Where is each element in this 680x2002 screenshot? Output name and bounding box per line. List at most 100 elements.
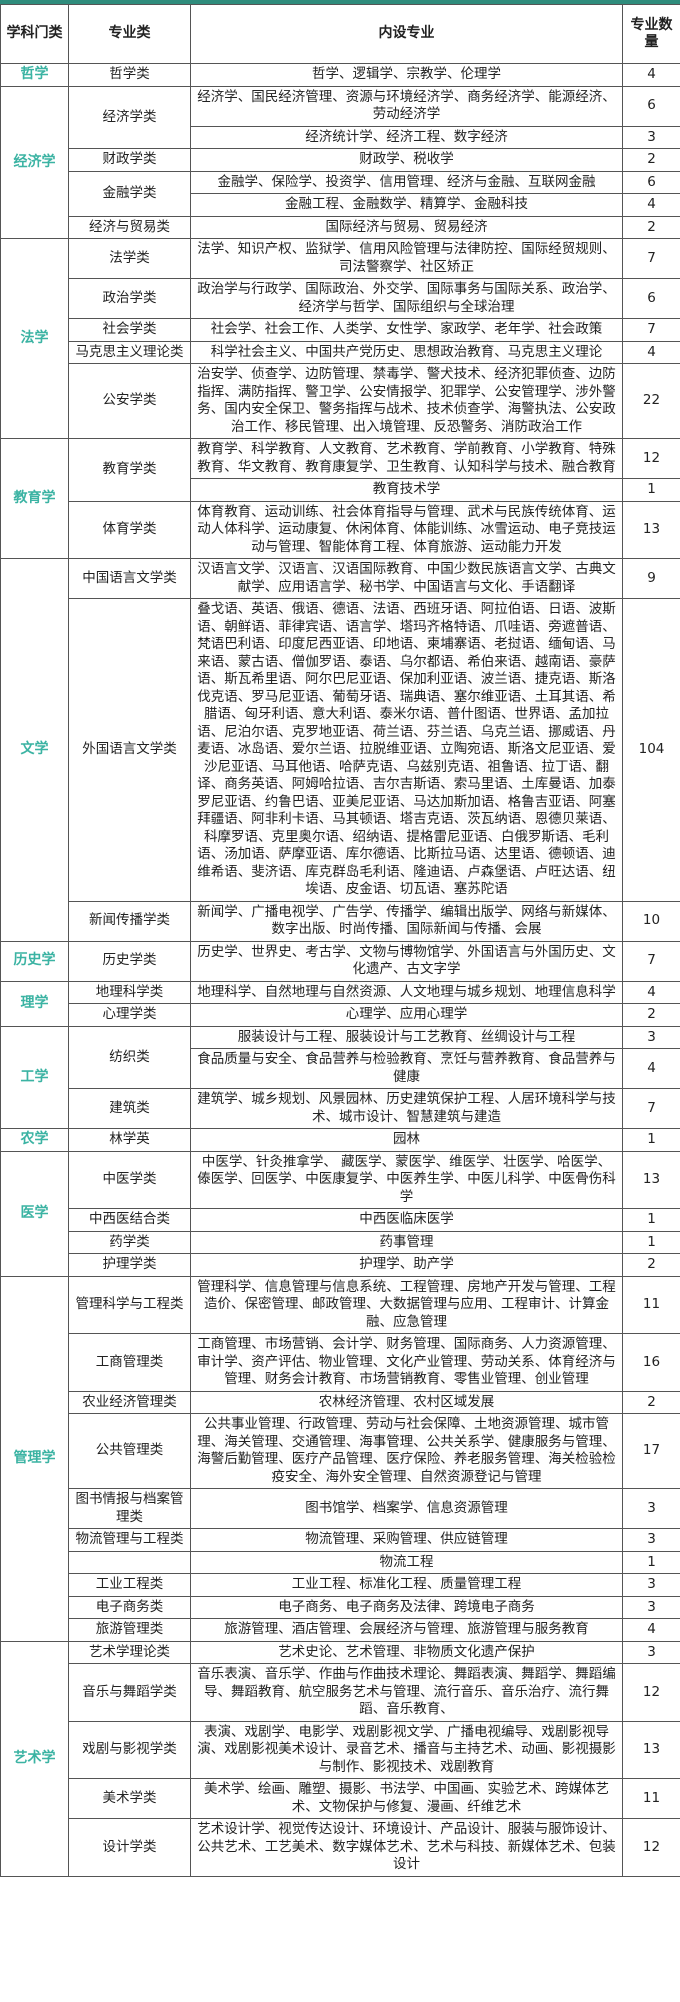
category-cell: 心理学类 (68, 1003, 191, 1027)
majors-cell: 金融学、保险学、投资学、信用管理、经济与金融、互联网金融 (190, 170, 623, 194)
discipline-cell: 医学 (0, 1150, 69, 1277)
category-cell: 社会学类 (68, 318, 191, 342)
count-cell: 1 (622, 1128, 680, 1152)
discipline-cell: 法学 (0, 238, 69, 439)
count-cell: 6 (622, 85, 680, 127)
count-cell: 2 (622, 215, 680, 239)
count-cell: 7 (622, 318, 680, 342)
discipline-cell: 历史学 (0, 940, 69, 982)
category-cell: 美术学类 (68, 1778, 191, 1819)
table-row: 医学 中医学类 中医学、针灸推拿学、 藏医学、蒙医学、维医学、壮医学、哈医学、傣医学… (0, 1150, 680, 1277)
category-cell: 旅游管理类 (68, 1618, 191, 1642)
count-cell: 4 (622, 1618, 680, 1642)
category-cell: 教育学类 (68, 438, 191, 502)
table-row: 公安学类 治安学、侦查学、边防管理、禁毒学、警犬技术、经济犯罪侦查、边防指挥、满防… (1, 363, 680, 439)
table-row: 设计学类 艺术设计学、视觉传达设计、环境设计、产品设计、服装与服饰设计、公共艺术、… (1, 1818, 680, 1877)
table-row: 马克思主义理论类 科学社会主义、中国共产党历史、思想政治教育、马克思主义理论 4 (1, 340, 680, 364)
count-cell: 1 (622, 1550, 680, 1574)
majors-cell: 艺术史论、艺术管理、非物质文化遗产保护 (190, 1640, 623, 1664)
table-row: 经济学 经济学类 经济学、国民经济管理、资源与环境经济学、商务经济学、能源经济、劳动… (0, 85, 680, 239)
majors-cell: 科学社会主义、中国共产党历史、思想政治教育、马克思主义理论 (190, 340, 623, 364)
count-cell: 1 (622, 1230, 680, 1254)
category-cell: 法学类 (68, 238, 191, 279)
table-row: 金融学类 金融学、保险学、投资学、信用管理、经济与金融、互联网金融 6 (1, 170, 680, 217)
category-cell: 工业工程类 (68, 1573, 191, 1597)
count-cell: 3 (622, 1640, 680, 1664)
category-cell: 政治学类 (68, 278, 191, 319)
count-cell: 22 (622, 363, 680, 439)
table-row: 文学 中国语言文学类 汉语言文学、汉语言、汉语国际教育、中国少数民族语言文学、古典文… (0, 558, 680, 942)
majors-cell: 艺术设计学、视觉传达设计、环境设计、产品设计、服装与服饰设计、公共艺术、工艺美术… (190, 1818, 623, 1877)
count-cell: 17 (622, 1413, 680, 1489)
majors-cell: 经济学、国民经济管理、资源与环境经济学、商务经济学、能源经济、劳动经济学 (190, 85, 623, 127)
header-discipline: 学科门类 (0, 4, 69, 64)
majors-cell: 体育教育、运动训练、社会体育指导与管理、武术与民族传统体育、运动人体科学、运动康… (190, 500, 623, 559)
majors-cell: 社会学、社会工作、人类学、女性学、家政学、老年学、社会政策 (190, 318, 623, 342)
category-cell: 中西医结合类 (68, 1208, 191, 1232)
count-cell: 4 (622, 980, 680, 1004)
majors-cell: 建筑学、城乡规划、风景园林、历史建筑保护工程、人居环境科学与技术、城市设计、智慧… (190, 1088, 623, 1129)
majors-cell: 汉语言文学、汉语言、汉语国际教育、中国少数民族语言文学、古典文献学、应用语言学、… (190, 558, 623, 599)
table-row: 中西医结合类 中西医临床医学 1 (1, 1208, 680, 1232)
count-cell: 2 (622, 1253, 680, 1277)
category-cell: 护理学类 (68, 1253, 191, 1277)
table-row: 农业经济管理类 农林经济管理、农村区域发展 2 (1, 1390, 680, 1414)
category-cell: 音乐与舞蹈学类 (68, 1663, 191, 1722)
category-cell: 设计学类 (68, 1818, 191, 1877)
count-cell: 12 (622, 438, 680, 479)
category-cell: 中医学类 (68, 1150, 191, 1209)
category-cell: 农业经济管理类 (68, 1390, 191, 1414)
majors-cell: 旅游管理、酒店管理、会展经济与管理、旅游管理与服务教育 (190, 1618, 623, 1642)
table-row: 药学类 药事管理 1 (1, 1230, 680, 1254)
count-cell: 3 (622, 1595, 680, 1619)
count-cell: 2 (622, 1390, 680, 1414)
majors-cell: 国际经济与贸易、贸易经济 (190, 215, 623, 239)
majors-cell: 中医学、针灸推拿学、 藏医学、蒙医学、维医学、壮医学、哈医学、傣医学、回医学、中… (190, 1150, 623, 1209)
table-row: 政治学类 政治学与行政学、国际政治、外交学、国际事务与国际关系、政治学、经济学与哲… (1, 278, 680, 319)
majors-cell: 美术学、绘画、雕塑、摄影、书法学、中国画、实验艺术、跨媒体艺术、文物保护与修复、… (190, 1778, 623, 1819)
majors-cell: 金融工程、金融数学、精算学、金融科技 (190, 193, 623, 217)
majors-cell: 中西医临床医学 (190, 1208, 623, 1232)
category-cell: 电子商务类 (68, 1595, 191, 1619)
top-accent-bar (0, 0, 680, 4)
table-row: 经济统计学、经济工程、数字经济 3 (1, 125, 680, 149)
table-row: 戏剧与影视学类 表演、戏剧学、电影学、戏剧影视文学、广播电视编导、戏剧影视导演、戏… (1, 1720, 680, 1779)
majors-cell: 新闻学、广播电视学、广告学、传播学、编辑出版学、网络与新媒体、数字出版、时尚传播… (190, 900, 623, 942)
table-row: 法学 法学类 法学、知识产权、监狱学、信用风险管理与法律防控、国际经贸规则、司法警察… (0, 238, 680, 439)
majors-cell: 历史学、世界史、考古学、文物与博物馆学、外国语言与外国历史、文化遗产、古文字学 (190, 940, 623, 982)
count-cell: 11 (622, 1778, 680, 1819)
category-cell: 马克思主义理论类 (68, 340, 191, 364)
category-cell: 林学英 (68, 1128, 191, 1152)
category-cell: 外国语言文学类 (68, 598, 191, 902)
majors-cell: 工商管理、市场营销、会计学、财务管理、国际商务、人力资源管理、审计学、资产评估、… (190, 1333, 623, 1392)
count-cell: 4 (622, 1048, 680, 1089)
table-row: 电子商务类 电子商务、电子商务及法律、跨境电子商务 3 (1, 1595, 680, 1619)
table-row: 外国语言文学类 叠戈语、英语、俄语、德语、法语、西班牙语、阿拉伯语、日语、波斯语、… (1, 598, 680, 902)
majors-cell: 教育学、科学教育、人文教育、艺术教育、学前教育、小学教育、特殊教育、华文教育、教… (190, 438, 623, 479)
count-cell: 1 (622, 1208, 680, 1232)
count-cell: 3 (622, 1528, 680, 1552)
table-row: 历史学 历史学类 历史学、世界史、考古学、文物与博物馆学、外国语言与外国历史、文化遗… (0, 940, 680, 982)
count-cell: 9 (622, 558, 680, 599)
table-row: 图书情报与档案管理类 图书馆学、档案学、信息资源管理 3 (1, 1488, 680, 1529)
count-cell: 10 (622, 900, 680, 942)
table-row: 理学 地理科学类 地理科学、自然地理与自然资源、人文地理与城乡规划、地理信息科学 4 (0, 980, 680, 1027)
majors-cell: 政治学与行政学、国际政治、外交学、国际事务与国际关系、政治学、经济学与哲学、国际… (190, 278, 623, 319)
category-cell: 工商管理类 (68, 1333, 191, 1392)
discipline-cell: 哲学 (0, 63, 69, 87)
table-row: 美术学类 美术学、绘画、雕塑、摄影、书法学、中国画、实验艺术、跨媒体艺术、文物保护… (1, 1778, 680, 1819)
count-cell: 104 (622, 598, 680, 902)
category-cell (68, 1550, 191, 1574)
table-row: 管理学 管理科学与工程类 管理科学、信息管理与信息系统、工程管理、房地产开发与管理、… (0, 1275, 680, 1642)
count-cell: 1 (622, 478, 680, 502)
header-count: 专业数量 (622, 4, 680, 64)
majors-cell: 叠戈语、英语、俄语、德语、法语、西班牙语、阿拉伯语、日语、波斯语、朝鲜语、菲律宾… (190, 598, 623, 902)
majors-cell: 哲学、逻辑学、宗教学、伦理学 (190, 63, 623, 87)
count-cell: 7 (622, 940, 680, 982)
majors-cell: 治安学、侦查学、边防管理、禁毒学、警犬技术、经济犯罪侦查、边防指挥、满防指挥、警… (190, 363, 623, 439)
majors-cell: 物流工程 (190, 1550, 623, 1574)
category-cell: 历史学类 (68, 940, 191, 982)
category-cell: 公共管理类 (68, 1413, 191, 1489)
table-row: 经济与贸易类 国际经济与贸易、贸易经济 2 (1, 215, 680, 239)
majors-cell: 法学、知识产权、监狱学、信用风险管理与法律防控、国际经贸规则、司法警察学、社区矫… (190, 238, 623, 279)
